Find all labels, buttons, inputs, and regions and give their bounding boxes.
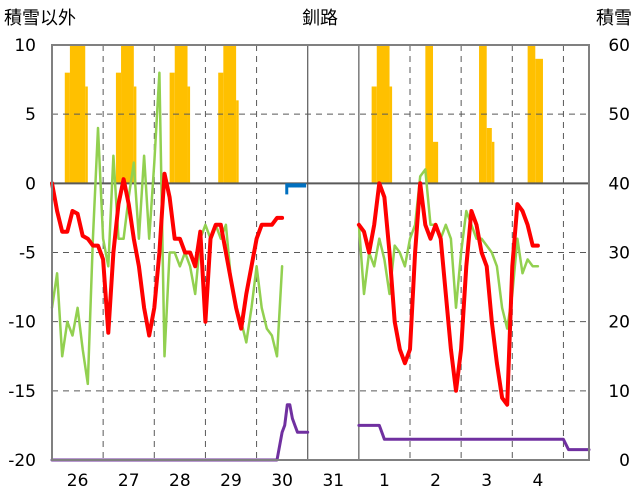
sunshine-bar-4	[115, 72, 122, 184]
day-tick-label: 3	[481, 471, 492, 491]
right-tick-label: 40	[608, 174, 630, 194]
plot-border	[51, 44, 590, 461]
sunshine-bar-5	[133, 86, 137, 184]
sunshine-bar-7	[169, 72, 175, 184]
sunshine-bar-10	[218, 72, 224, 184]
sunshine-bar-13	[371, 86, 377, 184]
sunshine-bar-21	[535, 58, 543, 184]
left-tick-label: -10	[8, 313, 36, 333]
left-tick-labels: 10 5 0 -5 -10 -15 -20	[8, 36, 36, 471]
left-tick-label: -15	[8, 382, 36, 402]
series-snow_depth_b	[357, 423, 591, 452]
sunshine-bar-8	[187, 86, 191, 184]
sunshine-bar-11	[236, 100, 239, 184]
day-tick-label: 31	[322, 471, 344, 491]
day-tick-labels: 26 27 28 29 30 31 1 2 3 4	[67, 471, 544, 491]
left-tick-label: 10	[14, 36, 36, 56]
right-tick-label: 20	[608, 313, 630, 333]
day-tick-label: 2	[430, 471, 441, 491]
left-tick-label: -5	[19, 244, 36, 264]
precipitation-bar-1	[287, 183, 291, 188]
series-dew_point	[50, 71, 284, 386]
sunshine-bar-16	[433, 141, 439, 184]
right-tick-label: 0	[619, 451, 630, 471]
day-tick-label: 27	[118, 471, 140, 491]
sunshine-bar-18	[486, 128, 492, 184]
left-axis-label: 積雪以外	[4, 8, 76, 29]
data-lines	[50, 71, 591, 462]
day-tick-label: 26	[67, 471, 89, 491]
plot-frame	[51, 44, 590, 461]
precipitation-bar-7	[303, 183, 307, 188]
precipitation-bar-5	[298, 183, 302, 188]
day-tick-label: 29	[220, 471, 242, 491]
left-tick-label: 5	[25, 105, 36, 125]
series-temperature_b	[356, 181, 540, 407]
day-tick-label: 1	[379, 471, 390, 491]
sunshine-bar-1	[64, 72, 70, 184]
day-tick-label: 28	[169, 471, 191, 491]
right-tick-label: 10	[608, 382, 630, 402]
right-tick-label: 60	[608, 36, 630, 56]
right-tick-label: 50	[608, 105, 630, 125]
precipitation-bar-6	[300, 183, 304, 188]
sunshine-bar-6	[174, 45, 188, 184]
precipitation-bar-0	[285, 183, 289, 195]
chart-title: 釧路	[302, 8, 338, 29]
sunshine-bar-20	[527, 45, 536, 184]
precipitation-bar-4	[295, 183, 299, 188]
sunshine-bar-2	[85, 86, 88, 184]
day-tick-label: 30	[271, 471, 293, 491]
sunshine-bar-14	[389, 86, 393, 184]
day-tick-label: 4	[532, 471, 543, 491]
precipitation-bar-3	[292, 183, 296, 188]
series-temperature	[50, 171, 285, 338]
sunshine-bar-19	[491, 141, 495, 184]
left-tick-label: 0	[25, 174, 36, 194]
right-tick-label: 30	[608, 244, 630, 264]
series-dew_point_b	[357, 168, 540, 330]
grid-lines	[52, 45, 589, 460]
precipitation-bar-2	[290, 183, 294, 188]
sunshine-bar-3	[121, 45, 134, 184]
right-axis-label: 積雪	[596, 8, 632, 29]
series-snow_depth	[50, 403, 310, 462]
right-tick-labels: 60 50 40 30 20 10 0	[608, 36, 630, 471]
left-tick-label: -20	[8, 451, 36, 471]
